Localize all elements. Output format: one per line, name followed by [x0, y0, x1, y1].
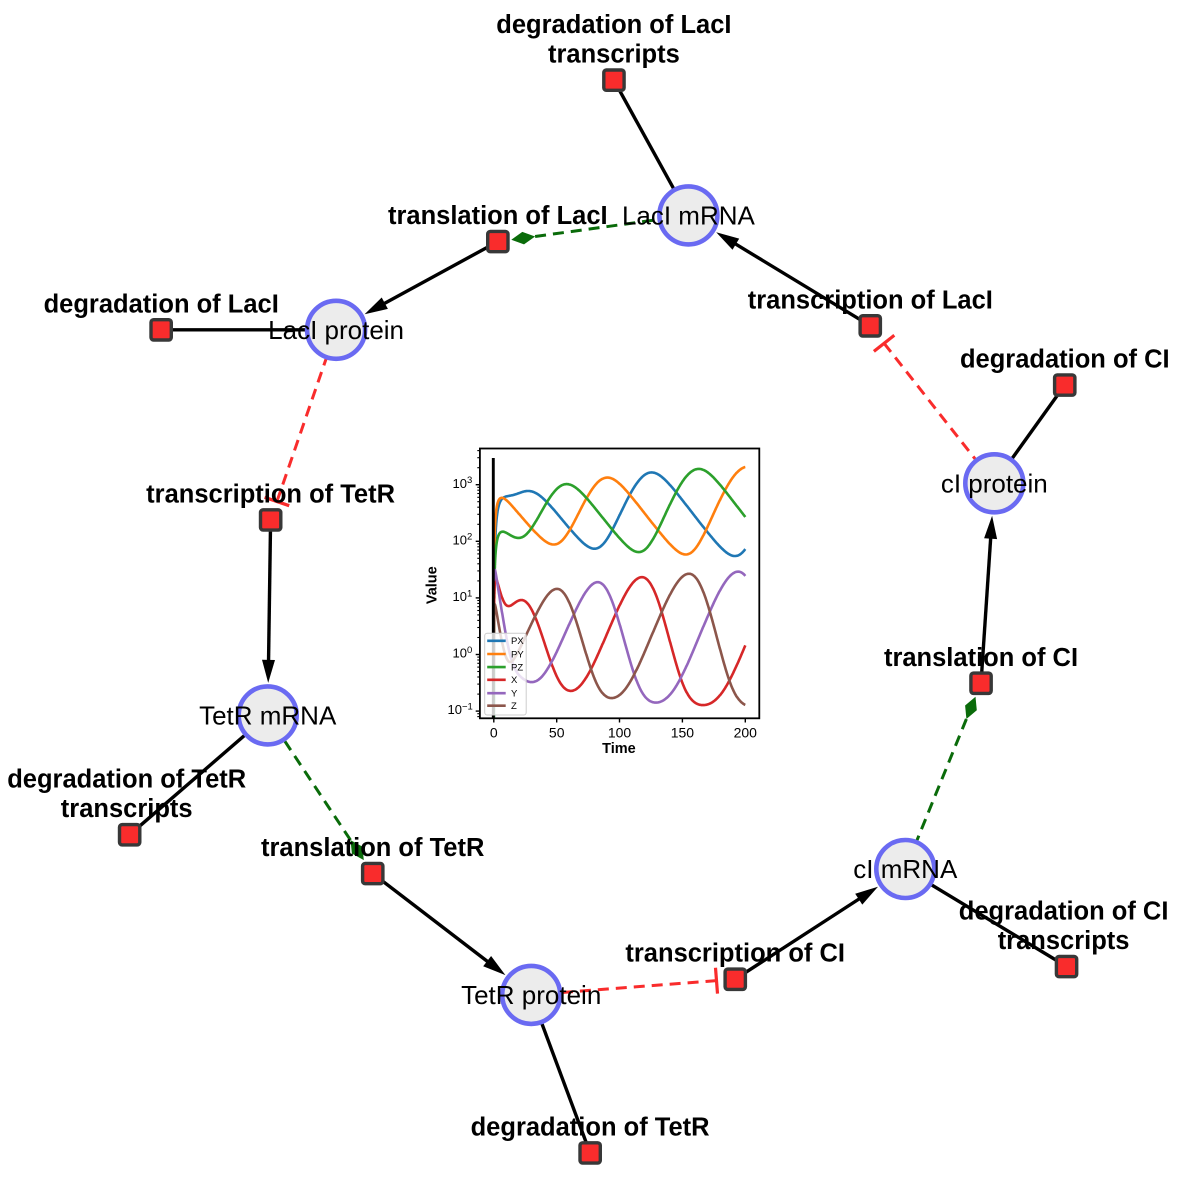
svg-text:TetR mRNA: TetR mRNA	[199, 701, 337, 731]
svg-text:degradation of TetR: degradation of TetR	[471, 1114, 710, 1142]
svg-text:PX: PX	[511, 636, 524, 647]
svg-text:150: 150	[671, 725, 695, 741]
svg-text:translation of CI: translation of CI	[884, 644, 1078, 672]
svg-text:cI mRNA: cI mRNA	[853, 854, 958, 884]
svg-text:Value: Value	[424, 566, 440, 604]
svg-text:transcription of CI: transcription of CI	[625, 940, 845, 968]
svg-text:PZ: PZ	[511, 663, 523, 674]
svg-text:Y: Y	[511, 689, 518, 700]
svg-text:degradation of LacI: degradation of LacI	[44, 290, 279, 318]
svg-text:transcription of TetR: transcription of TetR	[146, 480, 395, 508]
svg-text:X: X	[511, 675, 518, 686]
svg-text:LacI mRNA: LacI mRNA	[622, 201, 756, 231]
svg-text:degradation of CI: degradation of CI	[959, 898, 1169, 926]
svg-text:degradation of LacI: degradation of LacI	[496, 11, 731, 39]
svg-text:LacI protein: LacI protein	[268, 315, 404, 345]
svg-text:transcripts: transcripts	[548, 41, 680, 69]
svg-text:TetR protein: TetR protein	[461, 980, 601, 1010]
svg-text:translation of TetR: translation of TetR	[261, 834, 484, 862]
svg-text:translation of LacI: translation of LacI	[388, 202, 608, 230]
svg-text:PY: PY	[511, 649, 524, 660]
svg-text:degradation of CI: degradation of CI	[960, 346, 1170, 374]
svg-text:100: 100	[608, 725, 632, 741]
svg-text:Z: Z	[511, 701, 517, 712]
svg-text:200: 200	[734, 725, 758, 741]
svg-text:50: 50	[549, 725, 565, 741]
svg-text:Time: Time	[602, 741, 636, 757]
svg-text:transcripts: transcripts	[998, 927, 1130, 955]
svg-text:0: 0	[490, 725, 498, 741]
svg-text:transcription of LacI: transcription of LacI	[748, 286, 993, 314]
svg-text:transcripts: transcripts	[61, 795, 193, 823]
svg-text:cI protein: cI protein	[941, 469, 1048, 499]
svg-text:degradation of TetR: degradation of TetR	[7, 766, 246, 794]
